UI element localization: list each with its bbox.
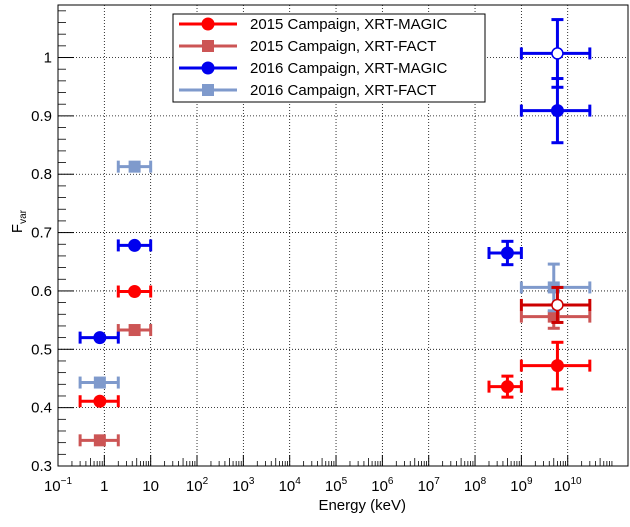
marker-square	[93, 376, 106, 389]
tick-layer	[57, 10, 629, 467]
marker-circle	[128, 238, 142, 252]
y-axis-label: Fvar	[9, 209, 29, 233]
plot-frame	[57, 4, 629, 467]
data-point	[78, 434, 120, 447]
legend-marker-square	[202, 40, 214, 52]
legend-label: 2016 Campaign, XRT-FACT	[250, 82, 436, 99]
x-tick-label: 108	[464, 476, 487, 495]
x-tick-exponent: 10	[570, 476, 582, 487]
y-tick-label: 0.9	[31, 108, 52, 125]
x-tick-label: 104	[279, 476, 302, 495]
x-tick-exponent: 7	[434, 476, 440, 487]
data-point	[487, 239, 523, 267]
legend: 2015 Campaign, XRT-MAGIC 2015 Campaign, X…	[172, 13, 486, 103]
x-tick-exponent: 6	[388, 476, 394, 487]
x-tick-label: 103	[232, 476, 255, 495]
y-axis-label-main: F	[9, 224, 26, 233]
x-tick-label: 10−1	[44, 476, 73, 495]
y-tick-label: 0.8	[31, 166, 52, 183]
y-axis-label-subscript: var	[18, 209, 29, 224]
legend-item: 2016 Campaign, XRT-FACT	[179, 82, 436, 99]
x-tick-exponent: 4	[295, 476, 301, 487]
x-axis-label: Energy (keV)	[318, 497, 406, 514]
data-point	[116, 160, 153, 173]
x-tick-label: 109	[510, 476, 533, 495]
x-tick-labels: 10−1 1 10 102 103 104 105 106 107 108 109 1010	[44, 476, 582, 495]
legend-label: 2015 Campaign, XRT-FACT	[250, 38, 436, 55]
x-tick-label: 10	[142, 478, 159, 495]
y-axis-label-group: Fvar	[9, 209, 29, 233]
x-tick-label: 107	[418, 476, 441, 495]
marker-square	[128, 324, 141, 337]
x-tick-label: 1010	[554, 476, 582, 495]
x-tick-label: 105	[325, 476, 348, 495]
legend-label: 2016 Campaign, XRT-MAGIC	[250, 60, 447, 77]
data-point	[519, 77, 592, 145]
data-point	[519, 285, 592, 324]
x-tick-label: 102	[186, 476, 209, 495]
data-point	[519, 340, 592, 391]
data-point	[519, 18, 592, 89]
data-point	[487, 374, 523, 399]
marker-circle	[93, 331, 107, 345]
marker-circle	[500, 246, 514, 260]
x-tick-exponent: −1	[61, 476, 73, 487]
x-tick-exponent: 3	[249, 476, 255, 487]
x-tick-label: 106	[371, 476, 394, 495]
y-tick-label: 0.5	[31, 341, 52, 358]
legend-item: 2015 Campaign, XRT-FACT	[179, 38, 436, 55]
legend-label: 2015 Campaign, XRT-MAGIC	[250, 16, 447, 33]
data-point	[116, 238, 153, 252]
y-tick-label: 0.6	[31, 283, 52, 300]
marker-circle	[93, 394, 107, 408]
marker-circle	[128, 285, 142, 299]
legend-marker-circle	[201, 17, 215, 31]
marker-square	[128, 160, 141, 173]
data-point	[116, 324, 153, 337]
legend-item: 2015 Campaign, XRT-MAGIC	[179, 16, 447, 33]
y-tick-label: 0.4	[31, 400, 52, 417]
y-tick-labels: 0.3 0.4 0.5 0.6 0.7 0.8 0.9 1	[31, 50, 52, 475]
x-tick-exponent: 8	[481, 476, 487, 487]
data-point	[78, 376, 120, 389]
data-point	[78, 394, 120, 408]
x-tick-exponent: 9	[527, 476, 533, 487]
data-point	[78, 331, 120, 345]
marker-square	[93, 434, 106, 447]
marker-open-circle	[551, 47, 564, 60]
x-tick-label: 1	[100, 478, 108, 495]
marker-circle	[500, 380, 514, 394]
legend-marker-square	[202, 84, 214, 96]
legend-box	[172, 13, 486, 103]
y-tick-label: 0.3	[31, 458, 52, 475]
data-layer	[78, 18, 592, 447]
y-tick-label: 1	[44, 50, 52, 67]
marker-circle	[550, 359, 564, 373]
marker-circle	[550, 104, 564, 118]
x-tick-exponent: 5	[342, 476, 348, 487]
legend-item: 2016 Campaign, XRT-MAGIC	[179, 60, 447, 77]
y-tick-label: 0.7	[31, 225, 52, 242]
marker-open-circle	[551, 298, 564, 312]
data-point	[116, 285, 153, 299]
x-tick-exponent: 2	[203, 476, 209, 487]
legend-marker-circle	[201, 61, 215, 75]
